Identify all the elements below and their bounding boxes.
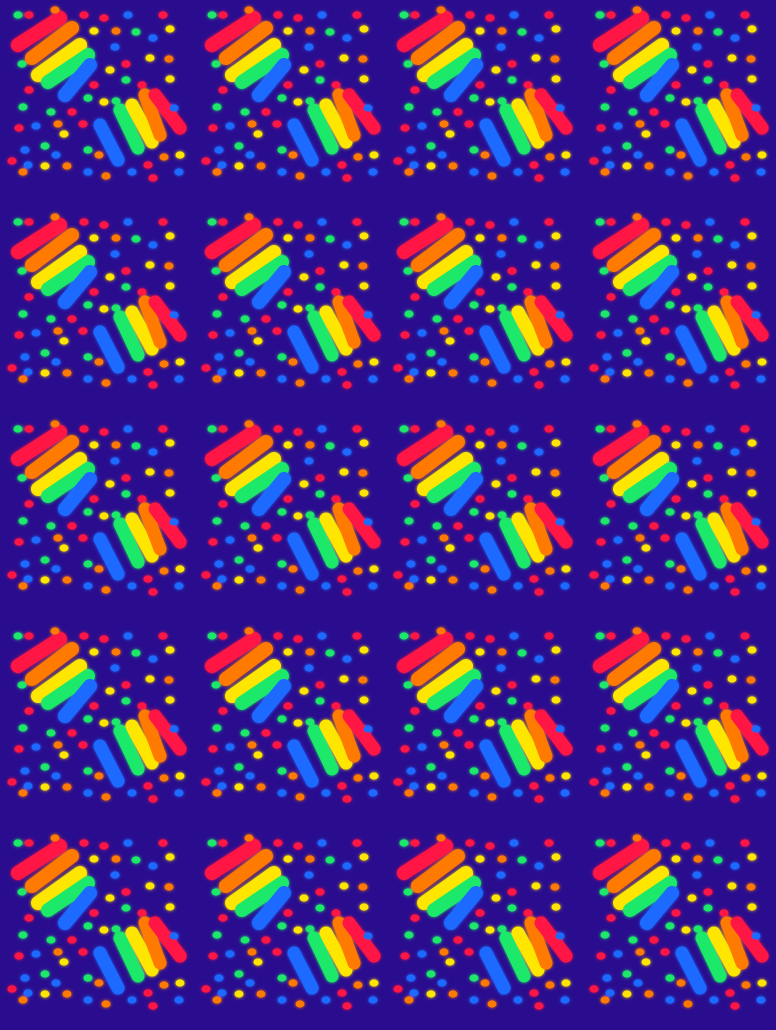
- rainbow-pattern: [0, 0, 774, 1017]
